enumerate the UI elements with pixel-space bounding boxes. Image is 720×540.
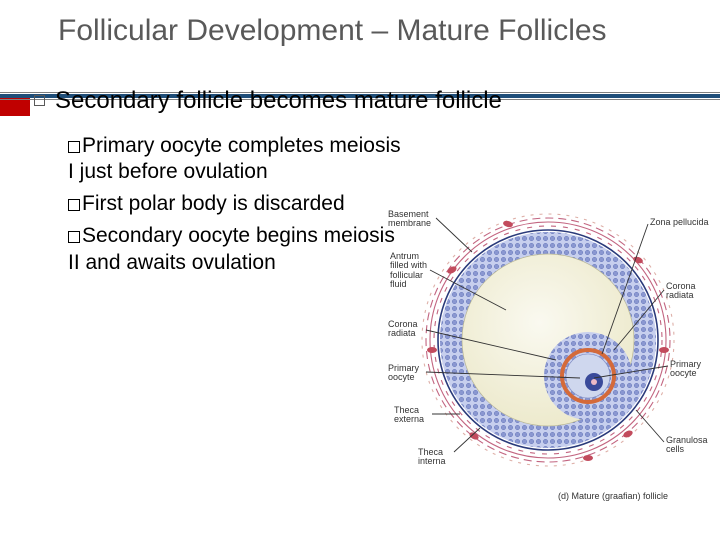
diagram-label: Thecainterna xyxy=(418,448,446,467)
diagram-caption: (d) Mature (graafian) follicle xyxy=(558,492,668,501)
checkbox-bullet-icon xyxy=(68,199,80,211)
diagram-label: Granulosacells xyxy=(666,436,708,455)
bullet-level1: Secondary follicle becomes mature follic… xyxy=(34,87,700,115)
bullet-rest: polar body is discarded xyxy=(123,192,345,215)
bullet-lead: Secondary xyxy=(82,224,182,247)
diagram-label: Primaryoocyte xyxy=(388,364,419,383)
content-area: Secondary follicle becomes mature follic… xyxy=(0,55,720,276)
bullet-lead: First xyxy=(82,192,123,215)
bullet-level2: First polar body is discarded xyxy=(68,191,408,217)
checkbox-bullet-icon xyxy=(68,141,80,153)
bullet-lead: Primary xyxy=(82,134,154,157)
diagram-label: Thecaexterna xyxy=(394,406,424,425)
bullet-level2: Primary oocyte completes meiosis I just … xyxy=(68,133,408,186)
checkbox-bullet-icon xyxy=(68,231,80,243)
square-bullet-icon xyxy=(34,95,45,106)
page-title: Follicular Development – Mature Follicle… xyxy=(58,14,720,49)
bullet-level1-text: Secondary follicle becomes mature follic… xyxy=(55,87,502,115)
sub-bullets: Primary oocyte completes meiosis I just … xyxy=(68,133,408,276)
bullet-level2: Secondary oocyte begins meiosis II and a… xyxy=(68,223,408,276)
diagram-label: Coronaradiata xyxy=(388,320,418,339)
diagram-label: Coronaradiata xyxy=(666,282,696,301)
diagram-label: Primaryoocyte xyxy=(670,360,701,379)
